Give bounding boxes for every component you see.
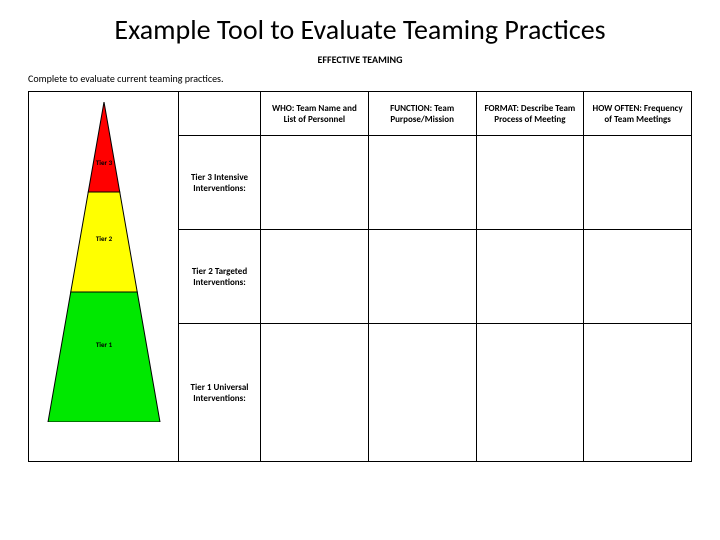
cell <box>261 230 369 324</box>
cell <box>261 136 369 230</box>
pyramid-cell: Tier 3 Tier 2 Tier 1 <box>29 92 179 462</box>
teaming-table: Tier 3 Tier 2 Tier 1 WHO: Team Name and … <box>28 91 692 462</box>
subtitle: EFFECTIVE TEAMING <box>28 53 692 66</box>
pyramid-tier3-label: Tier 3 <box>29 158 179 167</box>
cell <box>584 136 692 230</box>
col-howoften: HOW OFTEN: Frequency of Team Meetings <box>584 92 692 136</box>
cell <box>584 230 692 324</box>
pyramid-svg <box>29 102 179 422</box>
cell <box>476 136 584 230</box>
cell <box>368 136 476 230</box>
cell <box>476 230 584 324</box>
page-title: Example Tool to Evaluate Teaming Practic… <box>28 12 692 47</box>
pyramid-tier2-label: Tier 2 <box>29 234 179 243</box>
instruction-text: Complete to evaluate current teaming pra… <box>28 72 692 85</box>
col-format: FORMAT: Describe Team Process of Meeting <box>476 92 584 136</box>
pyramid-tier1-label: Tier 1 <box>29 340 179 349</box>
row-tier3-label: Tier 3 Intensive Interventions: <box>179 136 261 230</box>
cell <box>584 324 692 462</box>
col-who: WHO: Team Name and List of Personnel <box>261 92 369 136</box>
cell <box>368 230 476 324</box>
cell <box>368 324 476 462</box>
col-function: FUNCTION: Team Purpose/Mission <box>368 92 476 136</box>
table-header-row: Tier 3 Tier 2 Tier 1 WHO: Team Name and … <box>29 92 692 136</box>
cell <box>476 324 584 462</box>
cell <box>261 324 369 462</box>
header-blank <box>179 92 261 136</box>
row-tier2-label: Tier 2 Targeted Interventions: <box>179 230 261 324</box>
row-tier1-label: Tier 1 Universal Interventions: <box>179 324 261 462</box>
tier-pyramid: Tier 3 Tier 2 Tier 1 <box>29 102 179 422</box>
